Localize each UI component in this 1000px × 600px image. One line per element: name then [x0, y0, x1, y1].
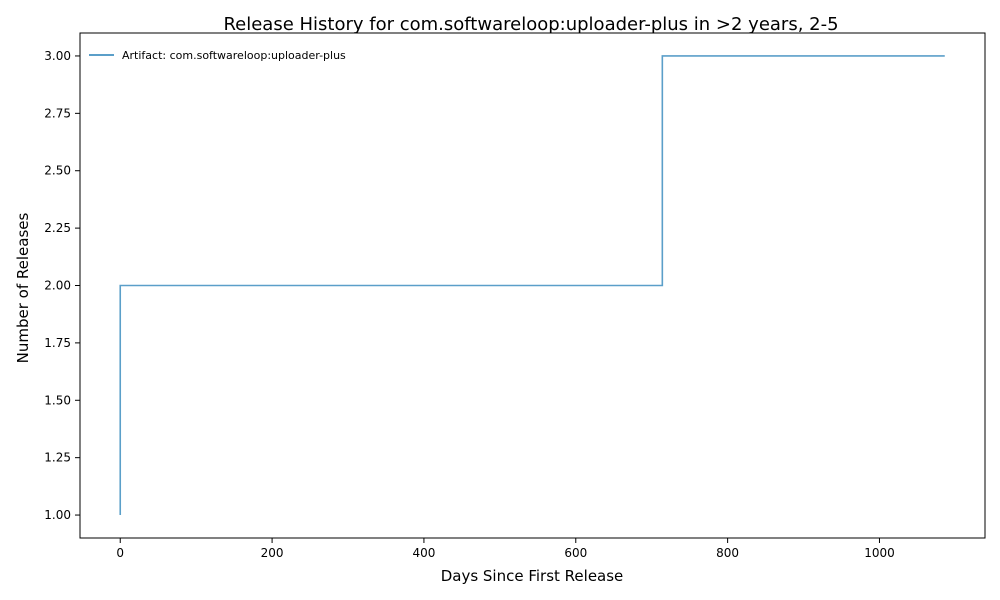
x-tick-label: 0	[116, 546, 124, 560]
series-layer	[119, 55, 945, 516]
y-tick-label: 2.00	[44, 279, 71, 293]
y-tick-label: 1.25	[44, 451, 71, 465]
chart-title: Release History for com.softwareloop:upl…	[223, 14, 838, 35]
x-tick-label: 400	[412, 546, 435, 560]
y-axis-label: Number of Releases	[14, 212, 32, 363]
y-tick-label: 2.75	[44, 106, 71, 120]
y-tick-label: 1.75	[44, 336, 71, 350]
x-tick-label: 1000	[864, 546, 895, 560]
y-tick-label: 2.50	[44, 164, 71, 178]
x-tick-label: 600	[564, 546, 587, 560]
series-line	[119, 55, 945, 516]
y-tick-label: 2.25	[44, 221, 71, 235]
legend-entry-label: Artifact: com.softwareloop:uploader-plus	[122, 49, 346, 62]
x-tick-label: 200	[261, 546, 284, 560]
y-axis: 1.00 1.25 1.50 1.75 2.00 2.25 2.50 2.75 3.00	[44, 49, 80, 522]
x-tick-label: 800	[716, 546, 739, 560]
y-tick-label: 1.50	[44, 393, 71, 407]
y-tick-label: 1.00	[44, 508, 71, 522]
legend: Artifact: com.softwareloop:uploader-plus	[89, 49, 346, 62]
x-axis: 0 200 400 600 800 1000	[116, 538, 895, 560]
x-axis-label: Days Since First Release	[441, 567, 624, 585]
y-tick-label: 3.00	[44, 49, 71, 63]
